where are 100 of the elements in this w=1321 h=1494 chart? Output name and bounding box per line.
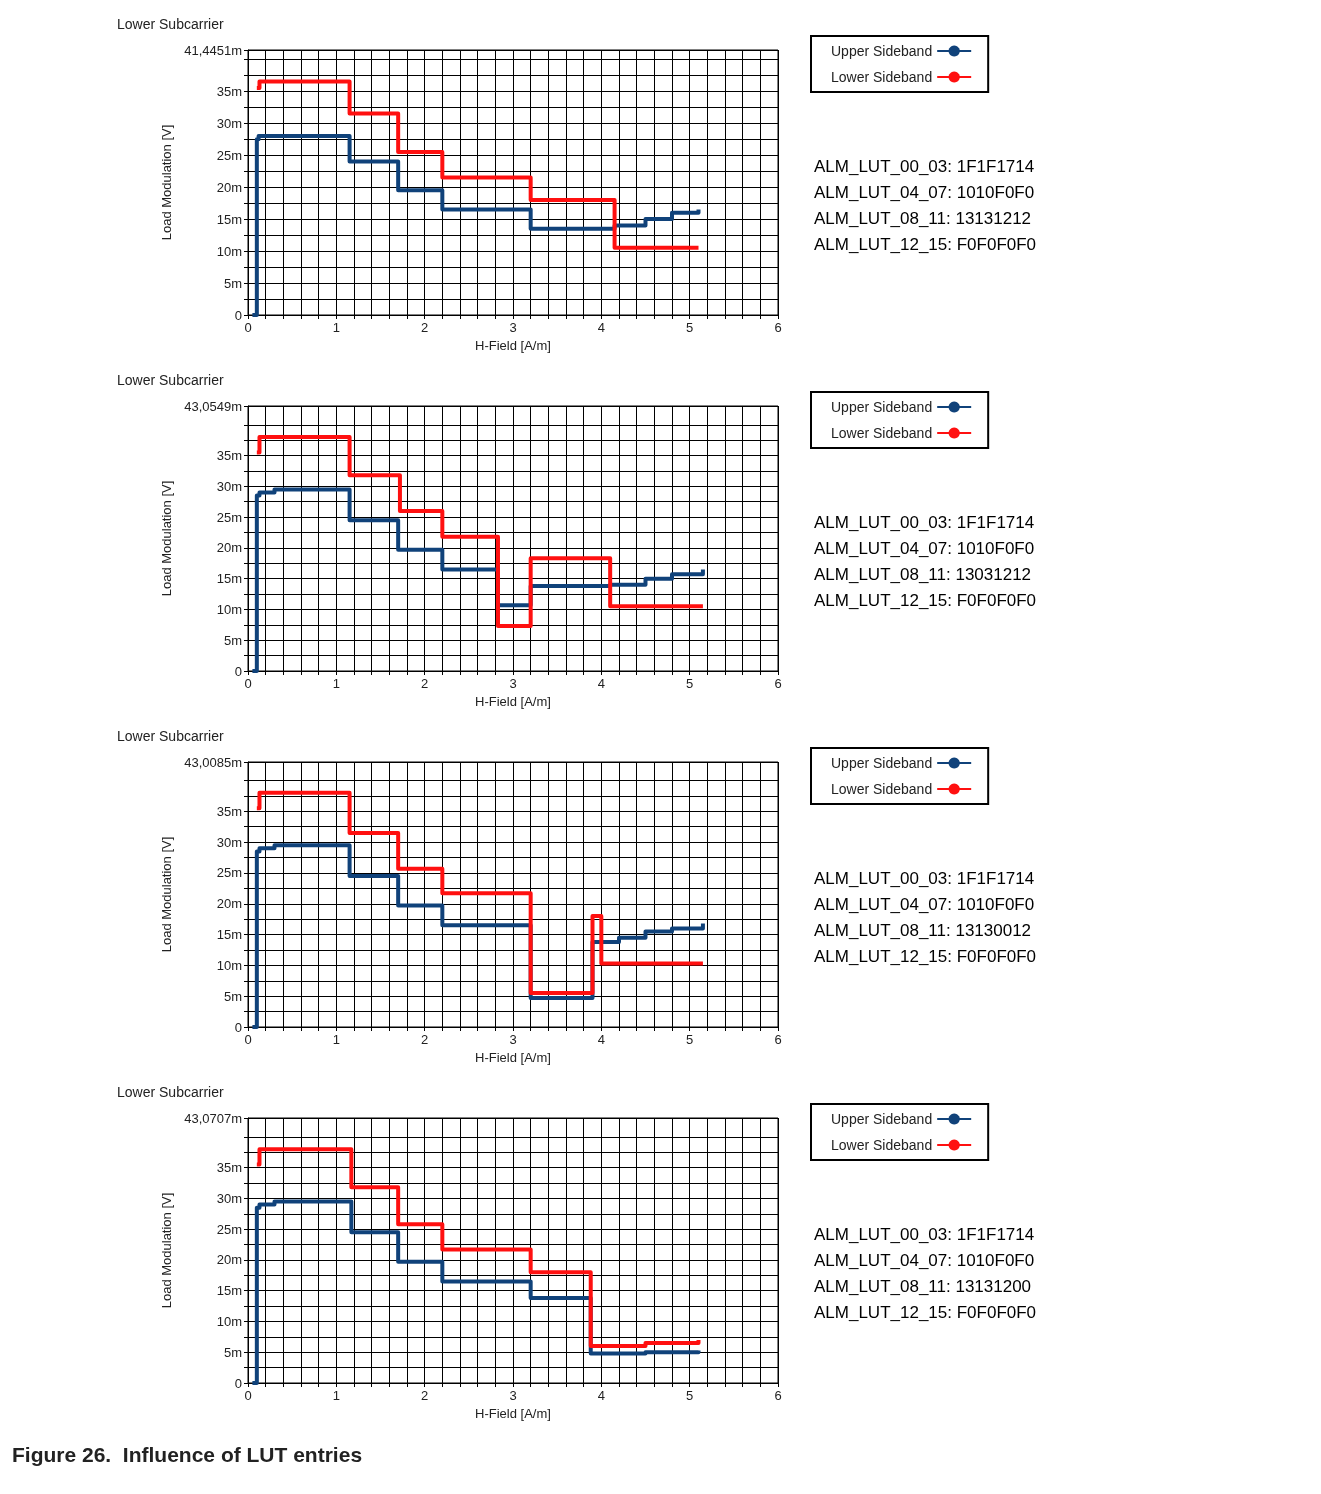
text: ALM_LUT_00_03: 1F1F1714 (814, 157, 1035, 176)
y-tick-label: 20m (216, 1252, 242, 1268)
y-tick-label: 30m (216, 1190, 242, 1206)
y-tick-label: 0 (234, 1019, 242, 1035)
y-tick-label: 15m (216, 1283, 242, 1299)
text: ALM_LUT_04_07: 1010F0F0 (814, 183, 1035, 202)
y-axis-title: Load Modulation [V] (159, 836, 174, 953)
text: ALM_LUT_08_11: 13131200 (814, 1277, 1032, 1296)
text: ALM_LUT_12_15: F0F0F0F0 (814, 235, 1037, 254)
y-tick-label: 35m (216, 448, 242, 464)
y-tick-label: 20m (216, 540, 242, 556)
x-tick-label: 6 (774, 320, 782, 335)
x-tick-label: 1 (332, 676, 340, 691)
x-tick-label: 2 (421, 676, 429, 691)
y-tick-label: 10m (216, 957, 242, 973)
legend-label: Upper Sideband (831, 43, 933, 59)
text: ALM_LUT_00_03: 1F1F1714 (814, 869, 1035, 888)
y-axis-title: Load Modulation [V] (159, 480, 174, 597)
x-tick-label: 0 (244, 1388, 252, 1403)
y-tick-label: 35m (216, 83, 242, 99)
x-tick-label: 1 (332, 1032, 340, 1047)
x-tick-label: 1 (332, 1388, 340, 1403)
legend-label: Lower Sideband (831, 1137, 933, 1153)
y-tick-label: 35m (216, 803, 242, 819)
y-tick-label: 25m (216, 1221, 242, 1237)
x-tick-label: 4 (597, 1032, 605, 1047)
x-tick-label: 5 (686, 1388, 694, 1403)
text: ALM_LUT_08_11: 13131212 (814, 209, 1032, 228)
x-axis-title: H-Field [A/m] (475, 338, 551, 353)
y-tick-label: 10m (216, 1313, 242, 1329)
y-tick-label: 15m (216, 927, 242, 943)
y-tick-label: 43,0707m (184, 1110, 242, 1126)
legend-label: Lower Sideband (831, 425, 933, 441)
x-tick-label: 6 (774, 1032, 782, 1047)
y-axis-title: Load Modulation [V] (159, 124, 174, 241)
y-tick-label: 0 (234, 663, 242, 679)
text: ALM_LUT_04_07: 1010F0F0 (814, 539, 1035, 558)
chart-title: Lower Subcarrier (117, 372, 224, 388)
x-axis-title: H-Field [A/m] (475, 1050, 551, 1065)
y-tick-label: 20m (216, 896, 242, 912)
y-tick-label: 0 (234, 307, 242, 323)
chart-title: Lower Subcarrier (117, 728, 224, 744)
x-tick-label: 0 (244, 320, 252, 335)
text: ALM_LUT_08_11: 13130012 (814, 921, 1032, 940)
y-tick-label: 5m (223, 632, 242, 648)
legend-label: Upper Sideband (831, 399, 933, 415)
text: ALM_LUT_12_15: F0F0F0F0 (814, 1303, 1037, 1322)
legend-label: Upper Sideband (831, 755, 933, 771)
x-tick-label: 2 (421, 320, 429, 335)
x-tick-label: 3 (509, 1388, 517, 1403)
x-tick-label: 0 (244, 1032, 252, 1047)
x-tick-label: 1 (332, 320, 340, 335)
y-tick-label: 10m (216, 601, 242, 617)
x-tick-label: 4 (597, 320, 605, 335)
x-tick-label: 4 (597, 676, 605, 691)
y-tick-label: 20m (216, 179, 242, 195)
y-tick-label: 30m (216, 115, 242, 131)
y-tick-label: 35m (216, 1160, 242, 1176)
y-tick-label: 15m (216, 211, 242, 227)
caption: Figure 26. Influence of LUT entries (12, 1443, 363, 1466)
y-tick-label: 25m (216, 865, 242, 881)
x-tick-label: 5 (686, 320, 694, 335)
y-tick-label: 43,0085m (184, 754, 242, 770)
y-tick-label: 15m (216, 571, 242, 587)
y-tick-label: 5m (223, 275, 242, 291)
x-tick-label: 2 (421, 1032, 429, 1047)
x-tick-label: 6 (774, 676, 782, 691)
legend-label: Lower Sideband (831, 781, 933, 797)
text: ALM_LUT_12_15: F0F0F0F0 (814, 591, 1037, 610)
x-tick-label: 3 (509, 1032, 517, 1047)
chart-title: Lower Subcarrier (117, 1084, 224, 1100)
x-tick-label: 2 (421, 1388, 429, 1403)
x-tick-label: 6 (774, 1388, 782, 1403)
text: ALM_LUT_00_03: 1F1F1714 (814, 1225, 1035, 1244)
x-tick-label: 3 (509, 676, 517, 691)
y-tick-label: 30m (216, 478, 242, 494)
text: ALM_LUT_08_11: 13031212 (814, 565, 1032, 584)
text: ALM_LUT_04_07: 1010F0F0 (814, 895, 1035, 914)
x-axis-title: H-Field [A/m] (475, 694, 551, 709)
y-tick-label: 0 (234, 1375, 242, 1391)
x-tick-label: 3 (509, 320, 517, 335)
x-tick-label: 0 (244, 676, 252, 691)
y-tick-label: 5m (223, 1344, 242, 1360)
x-tick-label: 4 (597, 1388, 605, 1403)
y-tick-label: 30m (216, 834, 242, 850)
legend-label: Upper Sideband (831, 1111, 933, 1127)
y-axis-title: Load Modulation [V] (159, 1192, 174, 1309)
chart-title: Lower Subcarrier (117, 16, 224, 32)
text: ALM_LUT_04_07: 1010F0F0 (814, 1251, 1035, 1270)
y-tick-label: 25m (216, 509, 242, 525)
x-axis-title: H-Field [A/m] (475, 1406, 551, 1421)
text: ALM_LUT_12_15: F0F0F0F0 (814, 947, 1037, 966)
y-tick-label: 41,4451m (184, 42, 242, 58)
legend-label: Lower Sideband (831, 69, 933, 85)
x-tick-label: 5 (686, 1032, 694, 1047)
y-tick-label: 43,0549m (184, 398, 242, 414)
y-tick-label: 25m (216, 147, 242, 163)
x-tick-label: 5 (686, 676, 694, 691)
text: ALM_LUT_00_03: 1F1F1714 (814, 513, 1035, 532)
y-tick-label: 5m (223, 988, 242, 1004)
